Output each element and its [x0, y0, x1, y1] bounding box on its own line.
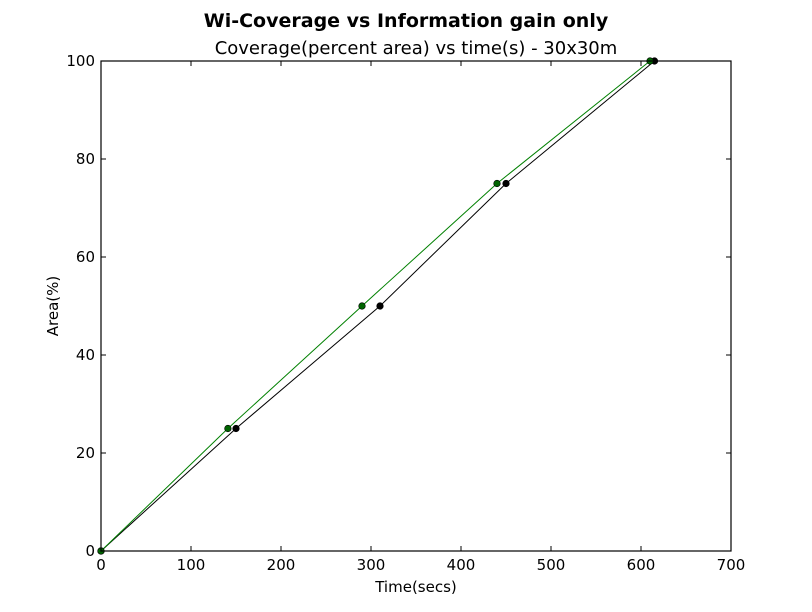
x-tick-label: 0	[96, 556, 106, 574]
y-axis-label: Area(%)	[44, 276, 62, 336]
series-2-point	[224, 424, 232, 433]
y-tick-label: 100	[66, 52, 95, 70]
series-2-point	[358, 302, 366, 310]
y-tick-label: 20	[76, 444, 95, 462]
x-tick-label: 200	[267, 556, 296, 574]
y-tick-label: 40	[76, 346, 95, 364]
y-tick-label: 0	[85, 542, 95, 560]
series-2-point	[493, 179, 501, 188]
plot-frame	[100, 60, 732, 552]
plot-area: 0 100 200 300 400 500 600 700 0 20 40 60 80 100	[66, 52, 745, 574]
series-1-point	[232, 424, 240, 433]
series-2-line	[100, 60, 651, 552]
y-tick-label: 60	[76, 248, 95, 266]
x-tick-label: 300	[357, 556, 386, 574]
x-tick-label: 400	[447, 556, 476, 574]
x-tick-label: 700	[717, 556, 746, 574]
series-1-point	[502, 179, 510, 188]
y-tick-label: 80	[76, 150, 95, 168]
chart-suptitle: Wi-Coverage vs Information gain only	[204, 10, 609, 32]
x-tick-label: 500	[537, 556, 566, 574]
x-tick-label: 100	[177, 556, 206, 574]
x-tick-label: 600	[627, 556, 656, 574]
x-axis-label: Time(secs)	[374, 578, 457, 596]
chart-title: Coverage(percent area) vs time(s) - 30x3…	[215, 38, 618, 59]
series-1-point	[376, 302, 384, 310]
